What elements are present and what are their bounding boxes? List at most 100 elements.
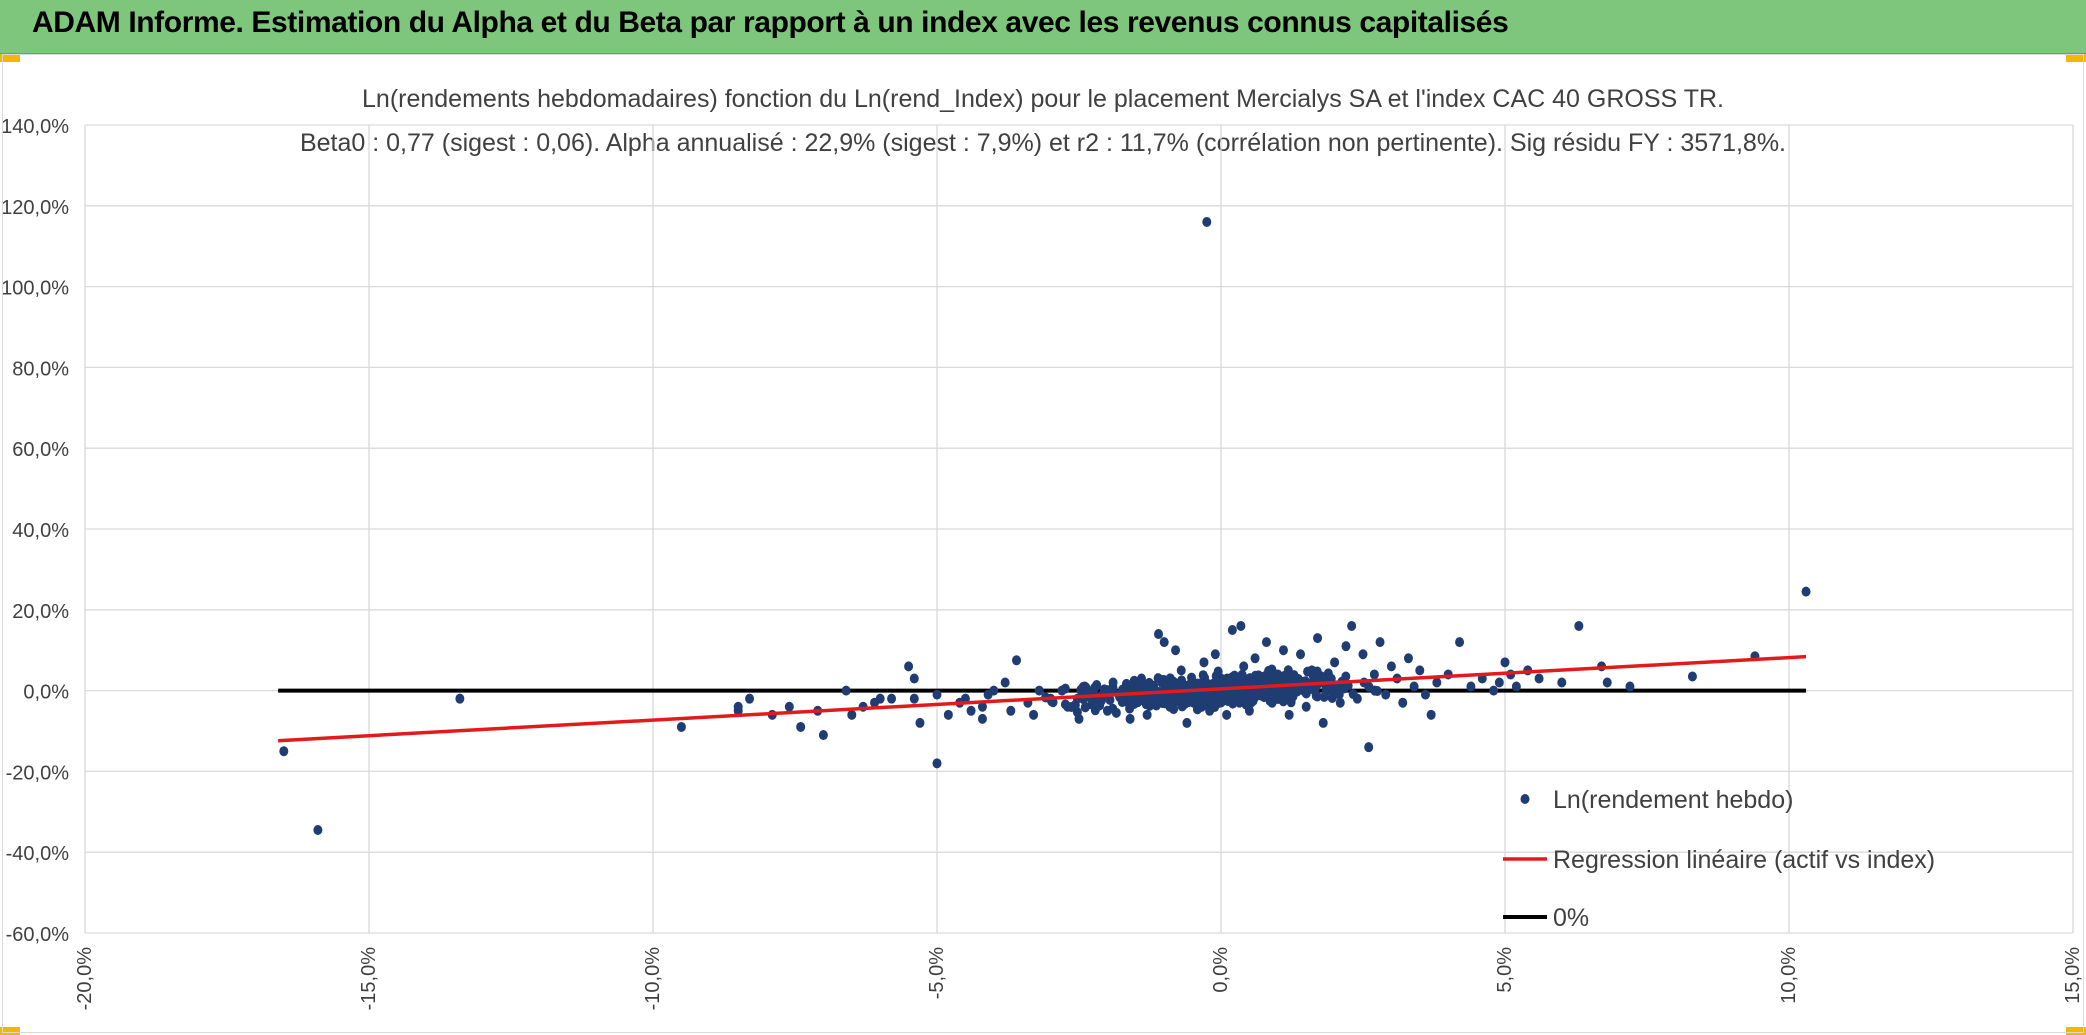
data-point <box>1237 671 1247 682</box>
data-point <box>1534 673 1544 684</box>
regression-line <box>278 654 1807 743</box>
data-point <box>1358 649 1368 660</box>
data-point <box>977 713 987 724</box>
data-point <box>1426 709 1436 720</box>
data-point <box>1142 709 1152 720</box>
data-point <box>1159 693 1169 704</box>
x-tick-label: 15,0% <box>2062 947 2083 1004</box>
data-point <box>1205 705 1215 716</box>
data-point <box>1511 681 1521 692</box>
data-point <box>1327 693 1337 704</box>
data-point <box>1136 673 1146 684</box>
data-point <box>1375 637 1385 648</box>
data-point <box>1313 633 1323 644</box>
data-point <box>1193 697 1203 708</box>
data-point <box>1409 681 1419 692</box>
data-point <box>1199 657 1209 668</box>
data-point <box>1307 665 1317 676</box>
data-point <box>1210 693 1220 704</box>
y-tick-label: 120,0% <box>3 197 69 219</box>
data-point <box>1142 694 1152 705</box>
data-point <box>1301 701 1311 712</box>
data-point <box>1369 669 1379 680</box>
data-point <box>904 661 914 672</box>
data-point <box>977 701 987 712</box>
data-point <box>1246 697 1256 708</box>
data-point <box>1267 697 1277 708</box>
data-point <box>1256 689 1266 700</box>
data-point <box>1334 689 1344 700</box>
data-point <box>1200 672 1210 683</box>
data-point <box>1102 705 1112 716</box>
data-point <box>1415 665 1425 676</box>
axis-tick-labels: -60,0% -40,0% -20,0% 0,0% 20,0% 40,0% 60,0% 80,… <box>3 116 2083 1010</box>
y-tick-label: 80,0% <box>12 358 69 380</box>
data-point <box>1284 709 1294 720</box>
data-point <box>1244 705 1254 716</box>
y-tick-label: 40,0% <box>12 520 69 542</box>
header-bar: ADAM Informe. Estimation du Alpha et du … <box>0 0 2086 54</box>
data-point <box>1202 216 1212 227</box>
data-point <box>1381 689 1391 700</box>
y-tick-label: 60,0% <box>12 439 69 461</box>
data-point <box>1602 677 1612 688</box>
y-tick-label: 140,0% <box>3 116 69 138</box>
data-point <box>966 705 976 716</box>
series-layer <box>278 216 1811 835</box>
data-point <box>1111 707 1121 718</box>
data-point <box>841 685 851 696</box>
data-point <box>1466 681 1476 692</box>
data-point <box>932 689 942 700</box>
data-point <box>909 693 919 704</box>
y-tick-label: -40,0% <box>6 843 70 865</box>
data-point <box>1222 709 1232 720</box>
data-point <box>1208 678 1218 689</box>
x-tick-label: 0,0% <box>1210 947 1232 993</box>
data-point <box>1352 693 1362 704</box>
data-point <box>1239 661 1249 672</box>
y-tick-label: 100,0% <box>3 278 69 300</box>
corner-accent-bottom-left <box>0 1027 20 1035</box>
data-point <box>1250 653 1260 664</box>
data-point <box>1574 620 1584 631</box>
data-point <box>1236 620 1246 631</box>
data-point <box>1188 677 1198 688</box>
data-point <box>1108 677 1118 688</box>
data-point <box>1223 676 1233 687</box>
data-point <box>1296 649 1306 660</box>
data-point <box>1216 673 1226 684</box>
data-point <box>1154 629 1164 640</box>
data-point <box>1091 697 1101 708</box>
data-point <box>1012 655 1022 666</box>
corner-accent-top-left <box>0 54 20 62</box>
data-point <box>1029 709 1039 720</box>
data-point <box>1420 689 1430 700</box>
data-point <box>1092 680 1102 691</box>
data-point <box>784 701 794 712</box>
data-point <box>1319 691 1329 702</box>
x-tick-label: -5,0% <box>926 947 948 999</box>
data-point <box>1171 645 1181 656</box>
data-point <box>1159 637 1169 648</box>
data-point <box>932 758 942 769</box>
data-point <box>1489 685 1499 696</box>
data-point <box>1347 620 1357 631</box>
legend-label: Regression linéaire (actif vs index) <box>1553 846 1935 874</box>
data-point <box>1148 681 1158 692</box>
scatter-chart: Ln(rendements hebdomadaires) fonction du… <box>3 85 2083 1010</box>
data-point <box>1341 671 1351 682</box>
data-point <box>1080 702 1090 713</box>
data-point <box>1034 685 1044 696</box>
data-point <box>875 693 885 704</box>
data-point <box>455 693 465 704</box>
data-point <box>1125 713 1135 724</box>
data-point <box>1175 695 1185 706</box>
data-point <box>1687 671 1697 682</box>
data-point <box>1341 641 1351 652</box>
data-point <box>676 721 686 732</box>
data-point <box>1330 657 1340 668</box>
data-point <box>1273 669 1283 680</box>
data-point <box>279 746 289 757</box>
data-point <box>1403 653 1413 664</box>
data-point <box>1074 713 1084 724</box>
